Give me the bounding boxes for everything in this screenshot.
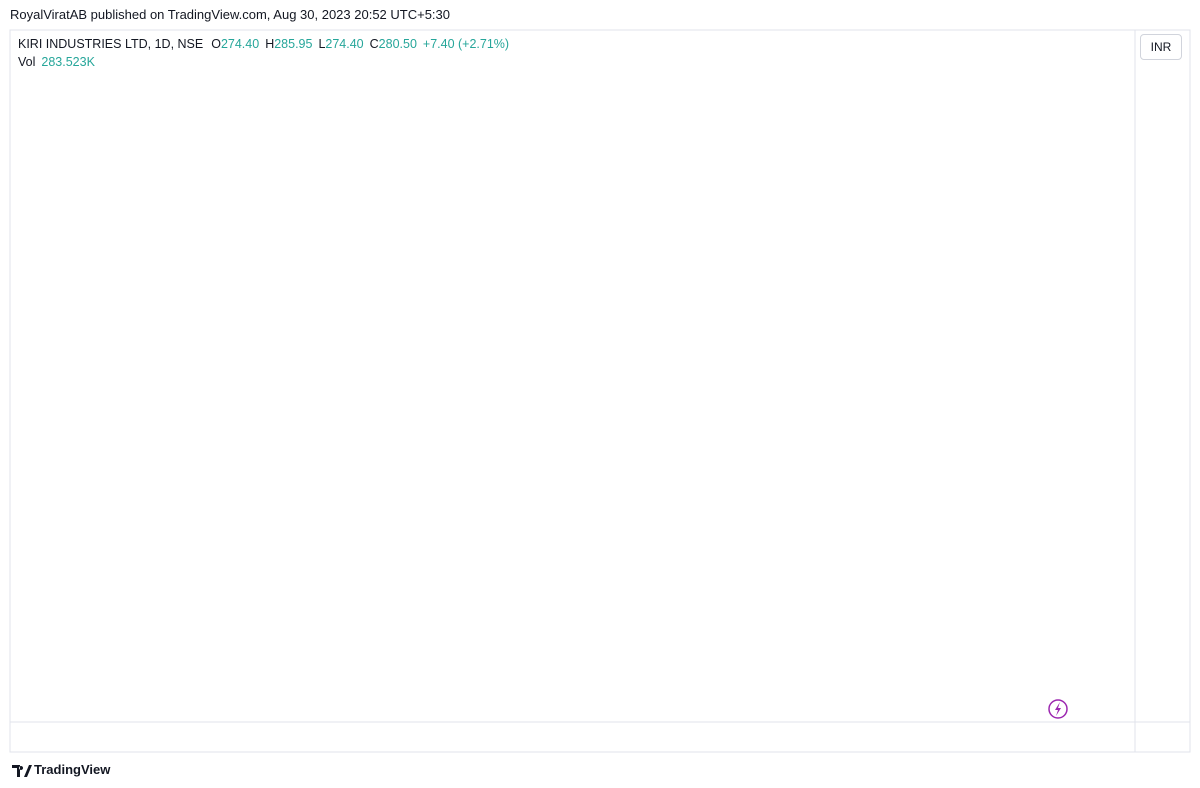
change-value: +7.40 (+2.71%) xyxy=(422,37,510,51)
close-value: 280.50 xyxy=(378,37,417,51)
low-key: L xyxy=(318,37,326,51)
open-value: 274.40 xyxy=(220,37,260,51)
footer-brand: TradingView xyxy=(34,762,111,777)
volume-legend: Vol 283.523K xyxy=(18,55,95,69)
volume-value: 283.523K xyxy=(41,55,95,69)
low-value: 274.40 xyxy=(325,37,364,51)
tradingview-logo xyxy=(12,765,32,777)
open-key: O xyxy=(211,37,221,51)
currency-button[interactable]: INR xyxy=(1140,34,1182,60)
close-key: C xyxy=(369,37,379,51)
high-key: H xyxy=(265,37,275,51)
volume-key: Vol xyxy=(18,55,36,69)
publish-info: RoyalViratAB published on TradingView.co… xyxy=(10,7,451,22)
ohlc-legend: KIRI INDUSTRIES LTD, 1D, NSE O 274.40 H 28… xyxy=(18,37,515,51)
high-value: 285.95 xyxy=(274,37,313,51)
symbol-title: KIRI INDUSTRIES LTD, 1D, NSE xyxy=(18,37,204,51)
chart-frame xyxy=(9,29,1191,753)
alert-icon[interactable] xyxy=(1048,699,1068,719)
